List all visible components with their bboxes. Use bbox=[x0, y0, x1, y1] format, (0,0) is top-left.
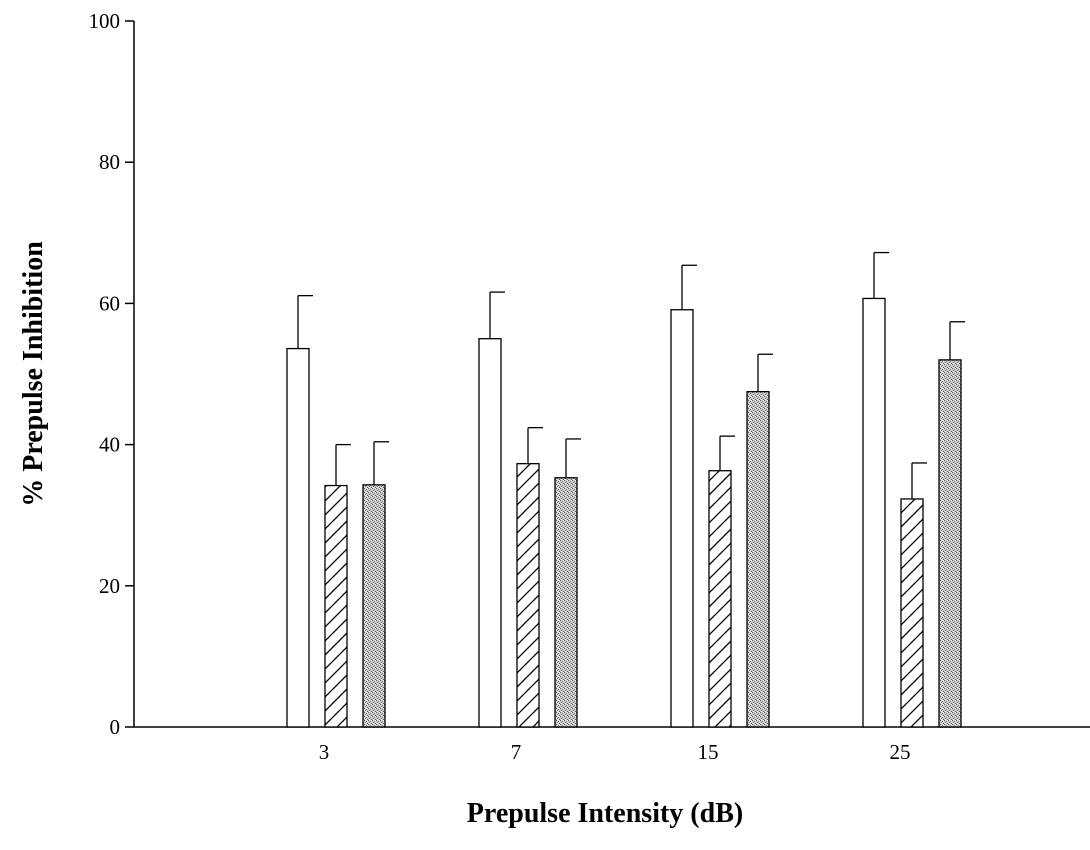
bar-hatched-3 bbox=[324, 484, 348, 728]
bar-open-3 bbox=[286, 347, 310, 728]
bar-stippled-15 bbox=[746, 390, 770, 728]
y-tick-label: 0 bbox=[110, 715, 121, 739]
x-tick-label: 7 bbox=[511, 740, 522, 764]
bar-stippled-3 bbox=[362, 484, 386, 728]
bar-stippled-7 bbox=[554, 477, 578, 728]
y-tick-label: 100 bbox=[89, 9, 121, 33]
y-tick-label: 60 bbox=[99, 291, 120, 315]
bar-stippled-25 bbox=[938, 359, 962, 728]
y-tick-label: 20 bbox=[99, 574, 120, 598]
bar-hatched-15 bbox=[708, 470, 732, 728]
x-tick-label: 25 bbox=[890, 740, 911, 764]
y-axis-title: % Prepulse Inhibition bbox=[18, 241, 49, 507]
y-tick-label: 80 bbox=[99, 150, 120, 174]
x-tick-label: 15 bbox=[698, 740, 719, 764]
x-tick-label: 3 bbox=[319, 740, 330, 764]
bar-open-15 bbox=[670, 309, 694, 728]
x-axis-title: Prepulse Intensity (dB) bbox=[467, 798, 743, 829]
chart-marks: 0 20 40 60 80 100 3 7 15 25 bbox=[89, 9, 1090, 764]
bar-open-25 bbox=[862, 297, 886, 728]
bar-hatched-7 bbox=[516, 463, 540, 728]
y-tick-label: 40 bbox=[99, 433, 120, 457]
bar-open-7 bbox=[478, 338, 502, 728]
bar-hatched-25 bbox=[900, 498, 924, 728]
